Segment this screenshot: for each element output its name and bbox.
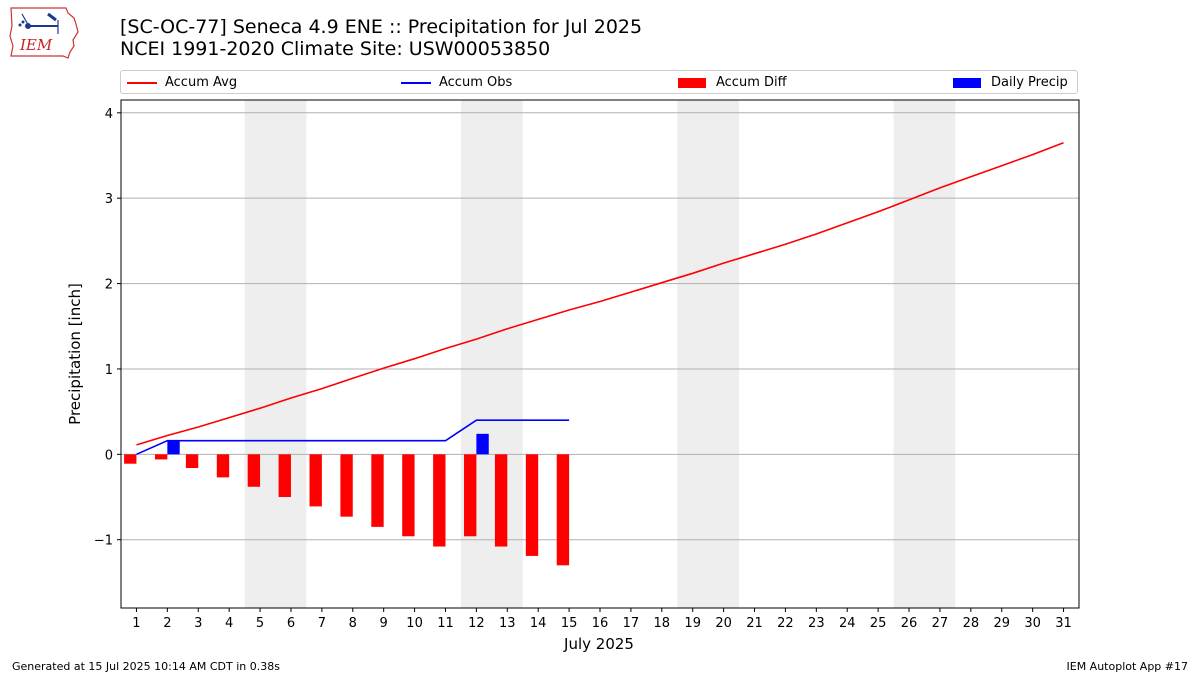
accum-obs-line xyxy=(136,419,570,456)
x-tick-label-3: 3 xyxy=(194,616,202,631)
daily-precip-bar-2 xyxy=(167,440,180,455)
x-tick-label-16: 16 xyxy=(592,616,609,631)
accum-diff-bar-6 xyxy=(278,454,291,498)
y-axis: −1 0 1 2 3 4 xyxy=(94,107,121,549)
x-tick-label-15: 15 xyxy=(561,616,578,631)
y-tick-label-0: 0 xyxy=(105,448,113,463)
weekend-shade-2 xyxy=(677,100,740,608)
accum-avg-line xyxy=(136,141,1064,446)
legend-label-daily-precip: Daily Precip xyxy=(991,75,1068,90)
x-axis-label: July 2025 xyxy=(563,635,634,653)
x-tick-label-6: 6 xyxy=(287,616,295,631)
x-tick-label-23: 23 xyxy=(808,616,825,631)
accum-diff-bar-14 xyxy=(525,454,539,556)
weekend-shade-3 xyxy=(893,100,956,608)
daily-precip-bar-12 xyxy=(476,433,489,455)
legend-swatch-daily-precip xyxy=(953,77,981,88)
x-tick-label-26: 26 xyxy=(901,616,918,631)
y-tick-label-3: 3 xyxy=(105,192,113,207)
x-tick-label-24: 24 xyxy=(839,616,856,631)
x-tick-label-25: 25 xyxy=(870,616,887,631)
x-tick-label-20: 20 xyxy=(715,616,732,631)
x-tick-label-10: 10 xyxy=(406,616,423,631)
x-axis: 1 2 3 4 5 6 7 8 9 10 11 12 13 14 15 16 17 18 19 20 21 22 23 24 2… xyxy=(132,608,1072,631)
footer-generated: Generated at 15 Jul 2025 10:14 AM CDT in… xyxy=(12,660,280,673)
legend-item-accum-avg: Accum Avg xyxy=(127,74,237,92)
x-tick-label-30: 30 xyxy=(1024,616,1041,631)
accum-diff-bar-5 xyxy=(247,454,261,487)
x-tick-label-31: 31 xyxy=(1055,616,1072,631)
legend-swatch-accum-diff xyxy=(678,77,706,88)
x-tick-label-8: 8 xyxy=(349,616,357,631)
lines xyxy=(136,141,1064,456)
y-tick-label--1: −1 xyxy=(94,534,113,549)
y-axis-label: Precipitation [inch] xyxy=(66,283,84,425)
accum-diff-bar-3 xyxy=(185,454,199,468)
legend-swatch-accum-obs xyxy=(401,81,431,84)
x-tick-label-4: 4 xyxy=(225,616,233,631)
x-tick-label-5: 5 xyxy=(256,616,264,631)
accum-diff-bar-4 xyxy=(216,454,230,478)
accum-diff-bar-8 xyxy=(340,454,353,517)
bars xyxy=(124,433,570,566)
legend-label-accum-avg: Accum Avg xyxy=(165,75,238,90)
accum-diff-bar-7 xyxy=(309,454,322,507)
x-tick-label-22: 22 xyxy=(777,616,794,631)
iem-logo: IEM xyxy=(9,7,79,59)
accum-diff-bar-11 xyxy=(433,454,446,547)
logo-text: IEM xyxy=(19,36,53,54)
legend-label-accum-diff: Accum Diff xyxy=(716,75,787,90)
x-tick-label-19: 19 xyxy=(684,616,701,631)
legend-item-daily-precip: Daily Precip xyxy=(953,74,1068,92)
chart-title: [SC-OC-77] Seneca 4.9 ENE :: Precipitati… xyxy=(120,16,642,60)
x-tick-label-29: 29 xyxy=(993,616,1010,631)
weekend-shading xyxy=(244,100,956,608)
x-tick-label-7: 7 xyxy=(318,616,326,631)
x-tick-label-18: 18 xyxy=(654,616,671,631)
legend-item-accum-diff: Accum Diff xyxy=(678,74,787,92)
grid-lines xyxy=(121,112,1079,541)
x-tick-label-28: 28 xyxy=(963,616,980,631)
x-tick-label-21: 21 xyxy=(746,616,763,631)
accum-diff-bar-10 xyxy=(402,454,415,537)
accum-diff-bar-2 xyxy=(154,454,168,460)
weather-station-icon xyxy=(18,12,59,34)
x-tick-label-11: 11 xyxy=(437,616,454,631)
x-tick-label-2: 2 xyxy=(163,616,171,631)
weekend-shade-0 xyxy=(244,100,307,608)
x-tick-label-1: 1 xyxy=(132,616,140,631)
accum-diff-bar-13 xyxy=(494,454,508,547)
legend-swatch-accum-avg xyxy=(127,81,157,84)
iowa-outline-icon xyxy=(9,7,79,59)
chart-title-line1: [SC-OC-77] Seneca 4.9 ENE :: Precipitati… xyxy=(120,16,643,38)
x-tick-label-14: 14 xyxy=(530,616,547,631)
chart-title-line2: NCEI 1991-2020 Climate Site: USW00053850 xyxy=(120,38,551,60)
chart-legend: Accum Avg Accum Obs Accum Diff Daily Pre… xyxy=(120,70,1078,94)
accum-diff-bar-12 xyxy=(464,454,477,537)
y-tick-label-1: 1 xyxy=(105,363,113,378)
y-tick-label-4: 4 xyxy=(105,107,113,122)
x-tick-label-9: 9 xyxy=(380,616,388,631)
x-tick-label-17: 17 xyxy=(623,616,640,631)
y-tick-label-2: 2 xyxy=(105,278,113,293)
legend-label-accum-obs: Accum Obs xyxy=(439,75,513,90)
legend-item-accum-obs: Accum Obs xyxy=(401,74,512,92)
x-tick-label-13: 13 xyxy=(499,616,516,631)
accum-diff-bar-9 xyxy=(371,454,384,527)
x-tick-label-12: 12 xyxy=(468,616,485,631)
accum-diff-bar-1 xyxy=(124,454,137,464)
x-tick-label-27: 27 xyxy=(932,616,949,631)
footer-app: IEM Autoplot App #17 xyxy=(1066,660,1189,673)
accum-diff-bar-15 xyxy=(556,454,570,566)
